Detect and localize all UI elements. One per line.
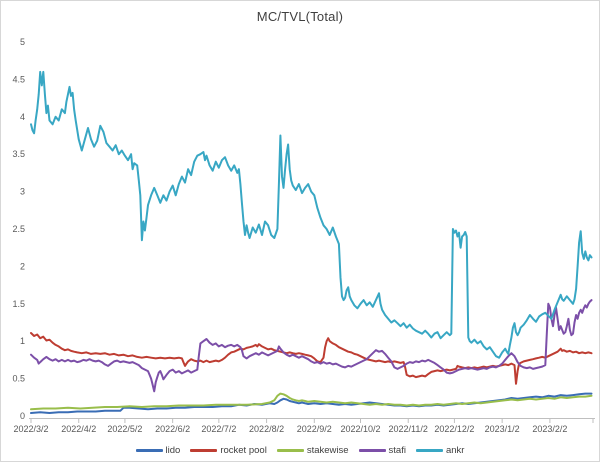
y-axis-label: 3.5	[12, 149, 25, 159]
x-axis-label: 2022/7/2	[201, 424, 236, 434]
y-axis-label: 3	[20, 187, 25, 197]
legend-label-stafi: stafi	[388, 445, 406, 456]
x-axis-label: 2022/10/2	[340, 424, 380, 434]
legend-swatch-rocket-pool	[190, 449, 218, 452]
x-axis-label: 2022/3/2	[13, 424, 48, 434]
legend-label-rocket-pool: rocket pool	[220, 445, 267, 456]
legend-item-rocket-pool: rocket pool	[190, 445, 267, 456]
legend-label-lido: lido	[165, 445, 181, 456]
legend-swatch-lido	[135, 449, 163, 452]
x-axis-label: 2023/1/2	[485, 424, 520, 434]
x-axis-label: 2022/9/2	[297, 424, 332, 434]
legend-item-lido: lido	[135, 445, 181, 456]
legend-item-stafi: stafi	[358, 445, 406, 456]
y-axis-label: 4	[20, 112, 25, 122]
y-axis-label: 2.5	[12, 224, 25, 234]
x-axis-label: 2022/4/2	[61, 424, 96, 434]
x-axis-label: 2023/2/2	[532, 424, 567, 434]
legend-label-ankr: ankr	[445, 445, 465, 456]
y-axis-label: 4.5	[12, 74, 25, 84]
legend-swatch-stafi	[358, 449, 386, 452]
series-line-stafi	[30, 299, 593, 393]
x-axis-label: 2022/12/2	[434, 424, 474, 434]
chart-title: MC/TVL(Total)	[256, 9, 344, 24]
y-axis-label: 0	[20, 411, 25, 421]
legend-label-stakewise: stakewise	[306, 445, 349, 456]
x-axis-label: 2022/5/2	[107, 424, 142, 434]
series-line-rocket-pool	[30, 332, 593, 385]
legend-item-stakewise: stakewise	[276, 445, 349, 456]
legend-swatch-ankr	[415, 449, 443, 452]
y-axis-label: 2	[20, 261, 25, 271]
series-line-ankr	[30, 70, 593, 359]
x-axis-label: 2022/8/2	[249, 424, 284, 434]
y-axis-label: 1.5	[12, 299, 25, 309]
series-line-lido	[30, 392, 593, 414]
y-axis-label: 1	[20, 336, 25, 346]
legend-swatch-stakewise	[276, 449, 304, 452]
series-line-stakewise	[30, 392, 593, 411]
legend-item-ankr: ankr	[415, 445, 465, 456]
x-axis-label: 2022/11/2	[389, 424, 428, 434]
y-axis-label: 5	[20, 37, 25, 47]
x-axis-label: 2022/6/2	[155, 424, 190, 434]
legend: lido rocket pool stakewise stafi ankr	[1, 445, 599, 456]
y-axis-label: 0.5	[12, 374, 25, 384]
